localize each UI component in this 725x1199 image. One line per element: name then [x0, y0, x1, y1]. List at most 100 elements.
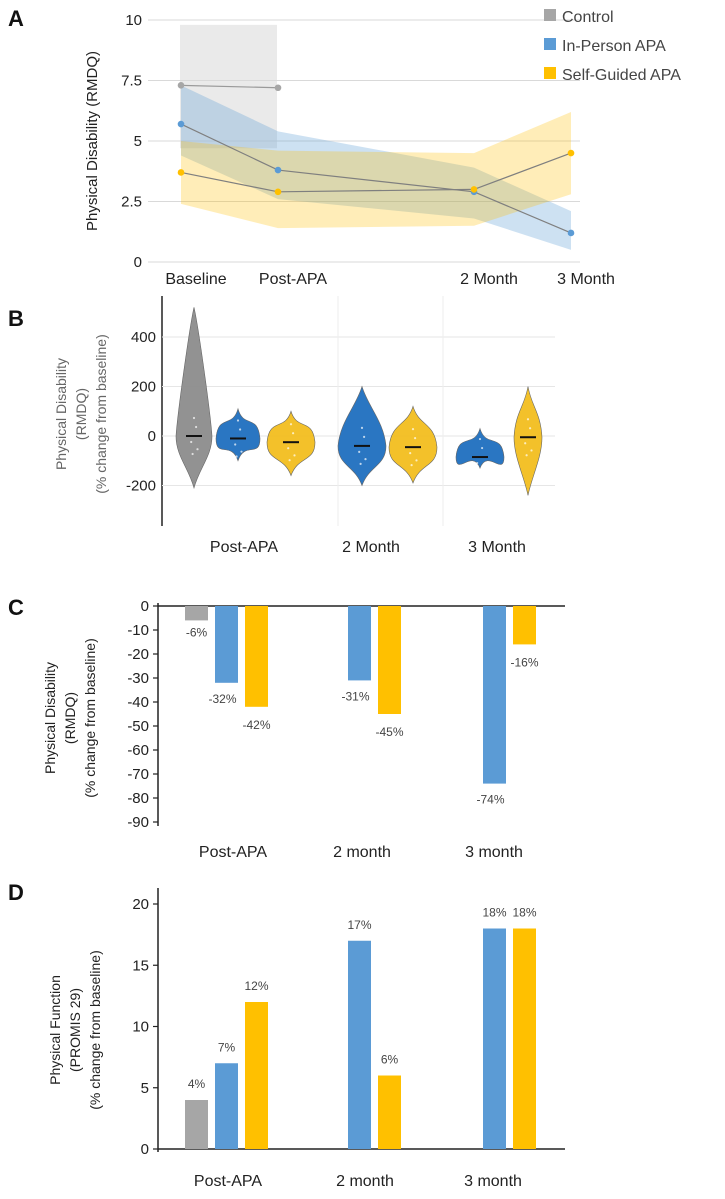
y-tick-label: -60: [127, 742, 149, 759]
y-tick-label: -80: [127, 790, 149, 807]
bar-2-month-self-guided-apa: [378, 1075, 401, 1149]
data-label: -32%: [208, 692, 236, 706]
legend-swatch-self-guided-apa: [544, 67, 556, 79]
violin-point: [235, 455, 238, 458]
data-label: 6%: [381, 1053, 399, 1067]
y-axis-label: Physical Disability: [42, 662, 58, 774]
data-label: -31%: [341, 689, 369, 703]
panel-letter-a: A: [8, 6, 24, 31]
legend-label-in-person-apa: In-Person APA: [562, 38, 666, 55]
violin-post-apa-self-guided-apa: [266, 410, 316, 477]
line-in-person-apa: [180, 123, 572, 234]
violin-point: [195, 425, 198, 429]
y-axis-label: (PROMIS 29): [67, 988, 83, 1072]
bar-2-month-self-guided-apa: [378, 606, 401, 714]
violin-point: [525, 454, 528, 457]
y-tick-label: 2.5: [121, 194, 142, 211]
bar-post-apa-control: [185, 606, 208, 621]
point-in-person-apa: [567, 229, 575, 237]
violin-point: [292, 432, 295, 435]
y-axis-label: (RMDQ): [62, 692, 78, 744]
violin-point: [359, 462, 362, 465]
violin-point: [476, 461, 479, 465]
y-axis-label: Physical Function: [47, 975, 63, 1085]
bar-2-month-in-person-apa: [348, 940, 371, 1149]
data-label: -16%: [510, 655, 538, 669]
violin-point: [293, 454, 296, 457]
point-self-guided-apa: [177, 169, 185, 176]
bar-3-month-self-guided-apa: [513, 928, 536, 1149]
x-tick-label: Post-APA: [199, 844, 268, 861]
x-tick-label: 3 month: [465, 844, 523, 861]
violin-point: [409, 452, 412, 455]
y-tick-label: -20: [127, 646, 149, 663]
x-tick-label: 3 month: [464, 1173, 522, 1190]
legend-label-control: Control: [562, 9, 614, 26]
x-tick-label: 3 Month: [557, 271, 615, 288]
band-in-person-apa: [181, 85, 571, 250]
x-tick-label: Post-APA: [194, 1173, 263, 1190]
violin-point: [239, 428, 242, 431]
band-self-guided-apa: [181, 111, 571, 229]
panel-c: C 0 -10 -20 -30 -40 -50 -60 -70 -80 -90 Physical Di…: [8, 595, 565, 861]
y-axis-label: Physical Disability (RMDQ): [84, 51, 101, 231]
violin-point: [190, 440, 193, 444]
violin-point: [236, 419, 240, 422]
bar-3-month-in-person-apa: [483, 606, 506, 784]
point-in-person-apa: [274, 166, 282, 174]
violin-point: [364, 458, 367, 461]
y-axis-label: (% change from baseline): [93, 334, 109, 494]
bar-3-month-in-person-apa: [483, 928, 506, 1149]
violin-point: [477, 473, 480, 477]
data-label: -45%: [375, 725, 403, 739]
legend-swatch-in-person-apa: [544, 38, 556, 50]
bar-3-month-self-guided-apa: [513, 606, 536, 645]
data-label: 18%: [482, 906, 506, 920]
violin-point: [482, 469, 485, 472]
data-label: 17%: [347, 918, 371, 932]
violin-post-apa-in-person-apa: [215, 407, 261, 462]
x-tick-label: 2 Month: [460, 271, 518, 288]
x-tick-label: 2 month: [333, 844, 391, 861]
violin-point: [414, 437, 417, 440]
violin-point: [530, 449, 533, 452]
panel-a: A 0 2.5 5 7.5 10 Physical Disability (RMDQ) Bas…: [8, 6, 681, 288]
y-tick-label: -70: [127, 766, 149, 783]
point-self-guided-apa: [470, 186, 478, 193]
y-axis-label: (% change from baseline): [82, 638, 98, 798]
violin-point: [287, 447, 290, 450]
data-label: 12%: [244, 979, 268, 993]
bar-post-apa-in-person-apa: [215, 606, 238, 683]
violin-point: [529, 427, 532, 430]
violin-3-month-self-guided-apa: [513, 386, 543, 496]
legend-swatch-control: [544, 9, 556, 21]
bar-post-apa-control: [185, 1100, 208, 1149]
x-tick-label: 2 month: [336, 1173, 394, 1190]
y-tick-label: 0: [148, 428, 156, 445]
y-tick-label: -10: [127, 622, 149, 639]
bar-2-month-in-person-apa: [348, 606, 371, 681]
y-tick-label: 15: [132, 957, 149, 974]
violin-post-apa-control: [175, 307, 213, 490]
violin-point: [192, 416, 196, 420]
panel-letter-b: B: [8, 306, 24, 331]
bar-post-apa-in-person-apa: [215, 1063, 238, 1149]
data-label: 4%: [188, 1077, 206, 1091]
x-tick-label: Post-APA: [259, 271, 328, 288]
violin-point: [415, 459, 418, 462]
violin-2-month-self-guided-apa: [388, 405, 438, 484]
point-control: [177, 82, 185, 89]
y-tick-label: 7.5: [121, 73, 142, 90]
data-label: -74%: [476, 793, 504, 807]
y-tick-label: 5: [141, 1080, 149, 1097]
x-tick-label: 3 Month: [468, 539, 526, 556]
y-tick-label: -90: [127, 814, 149, 831]
data-label: 18%: [512, 906, 536, 920]
point-in-person-apa: [177, 120, 185, 128]
violin-2-month-in-person-apa: [337, 385, 387, 487]
y-axis-label: (RMDQ): [73, 388, 89, 440]
y-tick-label: 0: [141, 1141, 149, 1158]
violin-point: [481, 446, 484, 450]
violin-point: [288, 459, 291, 462]
